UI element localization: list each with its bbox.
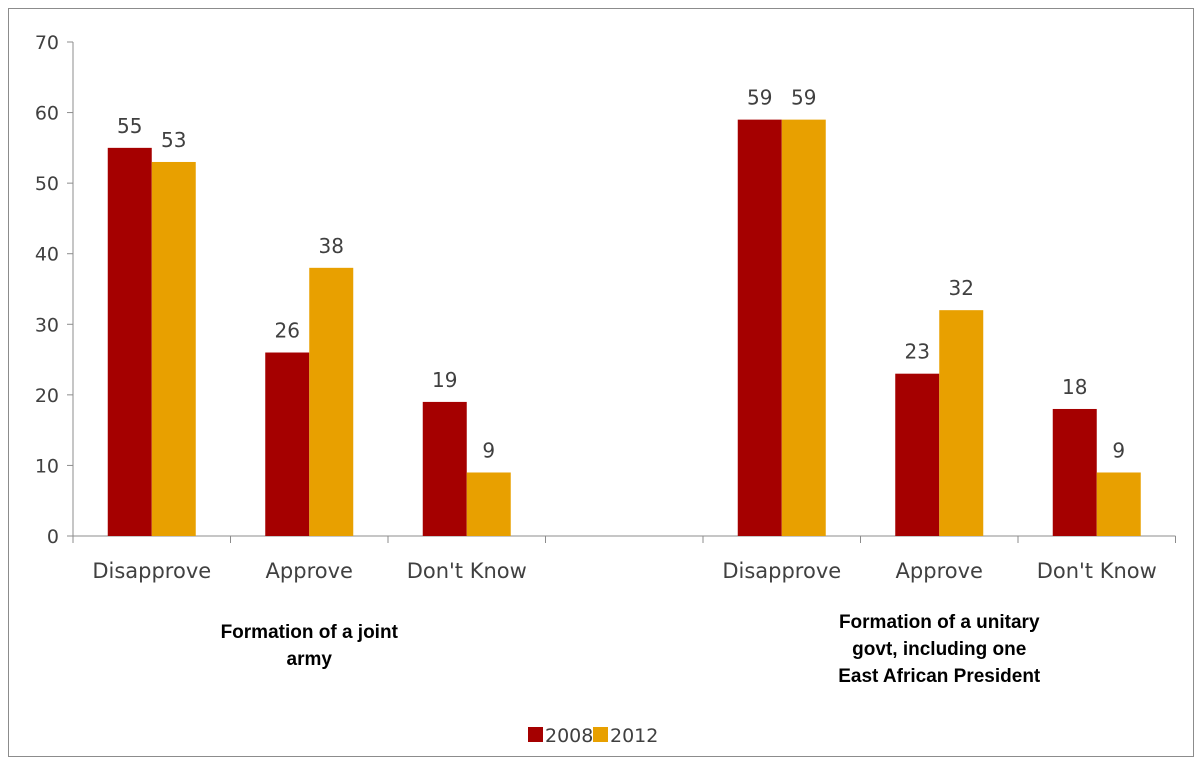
category-label: Don't Know [407,559,527,583]
category-label: Disapprove [722,559,841,583]
legend-swatch-2012 [593,727,608,742]
bar-2008 [107,147,152,536]
y-tick-label: 10 [35,455,59,477]
y-tick-label: 0 [47,526,59,548]
category-label: Disapprove [92,559,211,583]
data-label-2008: 19 [432,368,457,392]
category-label: Don't Know [1037,559,1157,583]
chart-frame [8,8,1194,757]
group-label: Formation of a unitary [839,612,1040,633]
group-label: govt, including one [852,639,1026,660]
bar-2008 [737,119,782,536]
group-label: East African President [838,666,1041,687]
data-label-2008: 18 [1062,375,1087,399]
group-label: army [287,649,333,670]
data-label-2008: 59 [747,86,772,110]
y-tick-label: 60 [35,103,59,125]
legend-label-2012: 2012 [610,725,658,747]
legend-label-2008: 2008 [545,725,593,747]
y-tick-label: 30 [35,314,59,336]
bar-2012 [1096,472,1141,536]
y-tick-label: 40 [35,244,59,266]
category-label: Approve [266,559,353,583]
data-label-2008: 26 [275,319,300,343]
bar-2008 [265,352,310,536]
legend-swatch-2008 [528,727,543,742]
category-label: Approve [896,559,983,583]
data-label-2012: 9 [1112,438,1125,462]
bar-2012 [466,472,511,536]
data-label-2012: 9 [482,438,495,462]
data-label-2008: 23 [905,340,930,364]
bar-2008 [422,401,467,536]
bar-2012 [939,310,984,536]
y-tick-label: 20 [35,385,59,407]
bar-2012 [151,161,196,536]
bar-2008 [895,373,940,536]
y-tick-label: 70 [35,32,59,54]
y-tick-label: 50 [35,173,59,195]
bar-2012 [781,119,826,536]
data-label-2008: 55 [117,114,142,138]
bar-2008 [1052,408,1097,536]
data-label-2012: 53 [161,128,186,152]
bar-2012 [309,267,354,536]
data-label-2012: 32 [949,276,974,300]
data-label-2012: 59 [791,86,816,110]
data-label-2012: 38 [319,234,344,258]
group-label: Formation of a joint [221,622,399,643]
